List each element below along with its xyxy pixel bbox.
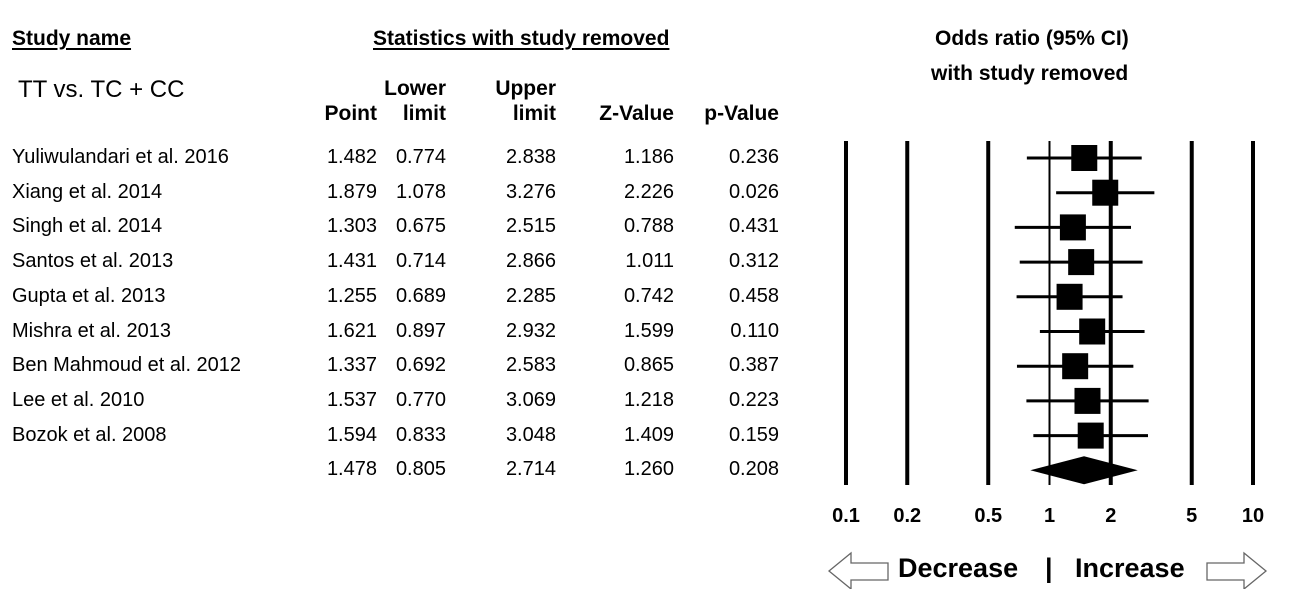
lower-limit-header-line2: limit [402, 102, 446, 125]
p-value-header-line2: p-Value [704, 102, 779, 125]
cell-upper: 3.048 [505, 423, 556, 446]
cell-lower: 0.689 [395, 284, 446, 307]
z-value-header: Z-Value [599, 76, 674, 126]
left-arrow-icon [827, 551, 889, 589]
study-name: Bozok et al. 2008 [12, 423, 167, 446]
cell-point: 1.303 [326, 215, 377, 238]
cell-p: 0.312 [728, 250, 779, 273]
study-name: Ben Mahmoud et al. 2012 [12, 354, 242, 377]
cell-upper: 3.069 [505, 388, 556, 411]
cell-point: 1.621 [326, 319, 377, 342]
cell-point: 1.255 [326, 284, 377, 307]
cell-lower: 0.897 [395, 319, 446, 342]
cell-p: 0.236 [728, 146, 779, 168]
or-title-line2: with study removed [931, 62, 1129, 85]
tick-label: 5 [1186, 505, 1198, 527]
z-value-header-line2: Z-Value [599, 102, 674, 125]
tick-label: 0.2 [893, 505, 922, 527]
lower-limit-header: Lower limit [384, 76, 446, 126]
study-name: Xiang et al. 2014 [12, 180, 163, 203]
lower-limit-header-line1: Lower [384, 77, 446, 100]
cell-z: 0.788 [623, 215, 674, 238]
right-arrow-icon [1206, 551, 1268, 589]
study-marker [1068, 249, 1095, 276]
study-marker [1074, 387, 1101, 414]
p-value-header: p-Value [704, 76, 779, 126]
study-marker [1056, 283, 1083, 310]
study-marker [1059, 214, 1086, 241]
study-marker [1062, 353, 1089, 380]
cell-z: 0.742 [623, 284, 674, 307]
cell-p: 0.026 [728, 180, 779, 203]
tick-label: 10 [1241, 505, 1265, 527]
cell-z: 0.865 [623, 354, 674, 377]
cell-lower: 1.078 [395, 180, 446, 203]
study-marker [1092, 179, 1119, 206]
summary-diamond [1030, 456, 1138, 485]
cell-point: 1.594 [326, 423, 377, 446]
or-title-line1: Odds ratio (95% CI) [935, 27, 1129, 50]
cell-lower: 0.714 [395, 250, 446, 273]
tick-label: 2 [1105, 505, 1117, 527]
upper-limit-header: Upper limit [495, 76, 556, 126]
tick-label: 0.1 [832, 505, 860, 527]
cell-lower: 0.770 [395, 388, 446, 411]
cell-z: 1.218 [623, 388, 674, 411]
cell-upper: 2.932 [505, 319, 556, 342]
cell-z: 1.186 [623, 146, 674, 168]
cell-p: 0.431 [728, 215, 779, 238]
cell-lower: 0.675 [395, 215, 446, 238]
cell-upper: 2.714 [505, 458, 556, 481]
cell-point: 1.337 [326, 354, 377, 377]
cell-lower: 0.692 [395, 354, 446, 377]
study-marker [1079, 318, 1106, 345]
cell-point: 1.431 [326, 250, 377, 273]
tick-label: 1 [1043, 505, 1056, 527]
cell-point: 1.537 [326, 388, 377, 411]
increase-label: Increase [1075, 553, 1185, 583]
cell-point: 1.478 [326, 458, 377, 481]
cell-point: 1.482 [326, 146, 377, 168]
cell-lower: 0.833 [395, 423, 446, 446]
cell-upper: 2.838 [505, 146, 556, 168]
cell-p: 0.159 [728, 423, 779, 446]
cell-z: 1.599 [623, 319, 674, 342]
decrease-label: Decrease [898, 553, 1019, 583]
cell-p: 0.387 [728, 354, 779, 377]
cell-z: 1.260 [623, 458, 674, 481]
cell-lower: 0.805 [395, 458, 446, 481]
study-marker [1077, 422, 1104, 449]
study-name: Lee et al. 2010 [12, 388, 145, 411]
study-name-header: Study name [12, 27, 132, 50]
cell-z: 1.011 [625, 250, 674, 273]
tick-label: 0.5 [974, 505, 1003, 527]
point-header-line2: Point [324, 102, 378, 125]
cell-p: 0.223 [728, 388, 779, 411]
study-name: Gupta et al. 2013 [12, 284, 166, 307]
cell-upper: 2.583 [505, 354, 556, 377]
study-marker [1071, 145, 1098, 171]
cell-upper: 3.276 [505, 180, 556, 203]
cell-p: 0.208 [728, 458, 779, 481]
cell-z: 2.226 [623, 180, 674, 203]
cell-upper: 2.285 [505, 284, 556, 307]
cell-p: 0.110 [730, 319, 779, 342]
stats-group-header: Statistics with study removed [373, 27, 670, 50]
cell-upper: 2.866 [505, 250, 556, 273]
upper-limit-header-line1: Upper [495, 77, 556, 100]
study-name: Santos et al. 2013 [12, 250, 174, 273]
point-header: Point [325, 76, 378, 126]
cell-z: 1.409 [623, 423, 674, 446]
cell-upper: 2.515 [505, 215, 556, 238]
direction-separator: | [1045, 553, 1053, 583]
study-name: Mishra et al. 2013 [12, 319, 171, 342]
cell-point: 1.879 [326, 180, 377, 203]
study-name: Yuliwulandari et al. 2016 [12, 146, 229, 168]
subgroup-label: TT vs. TC + CC [18, 76, 185, 103]
cell-p: 0.458 [728, 284, 779, 307]
study-name: Singh et al. 2014 [12, 215, 163, 238]
upper-limit-header-line2: limit [512, 102, 556, 125]
cell-lower: 0.774 [395, 146, 446, 168]
